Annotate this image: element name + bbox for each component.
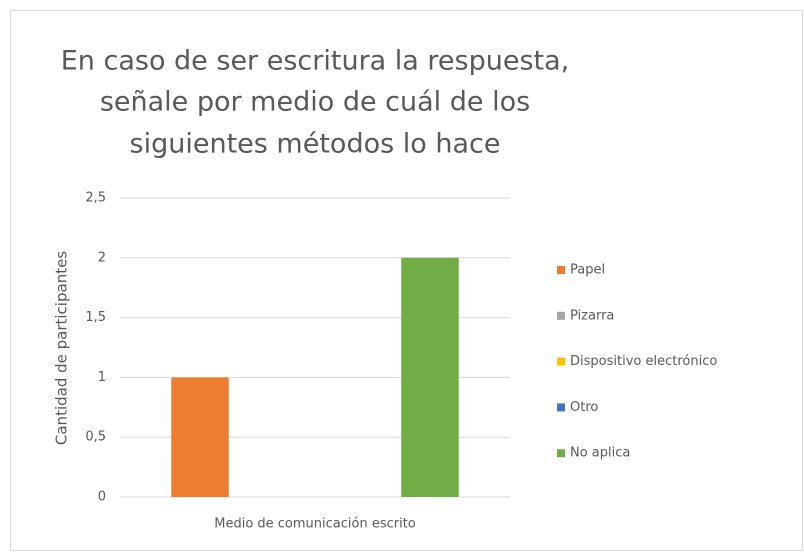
- legend-marker: [557, 357, 565, 366]
- legend-label: No aplica: [570, 446, 630, 461]
- legend-marker: [557, 266, 565, 274]
- y-tick-label: 0,5: [85, 430, 106, 445]
- y-tick-label: 1,5: [85, 310, 106, 325]
- chart-title: señale por medio de cuál de los: [100, 87, 530, 118]
- y-tick-label: 1: [98, 370, 106, 385]
- bar: [401, 257, 459, 497]
- y-tick-label: 2,5: [85, 191, 106, 206]
- legend-label: Otro: [570, 400, 598, 415]
- y-tick-label: 0: [98, 490, 106, 505]
- legend-marker: [557, 311, 565, 320]
- legend-label: Papel: [570, 263, 605, 278]
- chart-title: En caso de ser escritura la respuesta,: [61, 46, 570, 77]
- x-tick-label: Medio de comunicación escrito: [214, 517, 416, 532]
- legend-marker: [557, 449, 565, 458]
- legend-label: Pizarra: [570, 308, 614, 323]
- y-axis-label: Cantidad de participantes: [53, 251, 71, 445]
- legend-label: Dispositivo electrónico: [570, 354, 717, 369]
- chart-title: siguientes métodos lo hace: [130, 129, 501, 160]
- legend-marker: [557, 403, 565, 412]
- y-tick-label: 2: [98, 250, 106, 265]
- bar: [171, 377, 229, 497]
